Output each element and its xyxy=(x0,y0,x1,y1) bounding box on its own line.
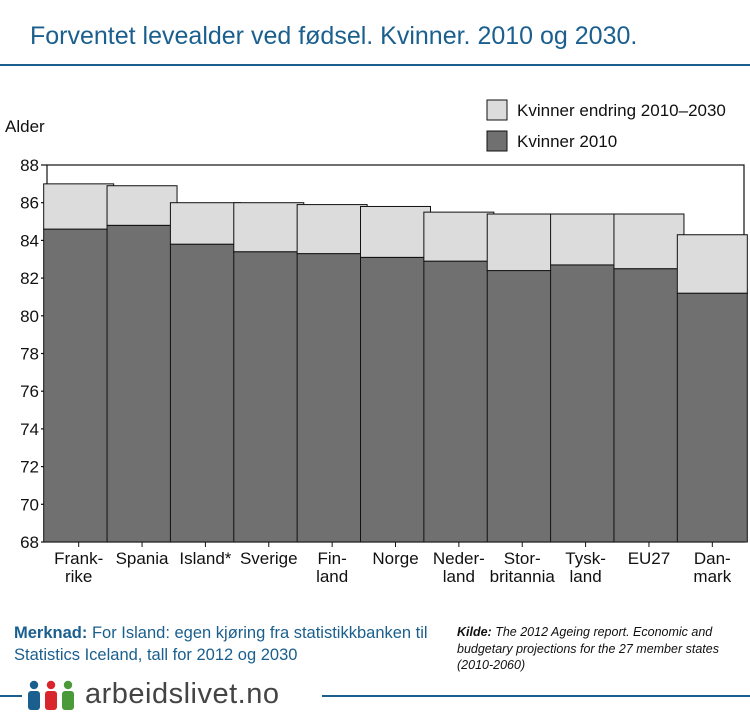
bar-kvinner-2010 xyxy=(296,253,368,543)
bar-kvinner-2010 xyxy=(550,264,622,543)
footer-rule-right xyxy=(322,695,750,697)
y-tick-label: 80 xyxy=(20,307,39,326)
people-logo-icon xyxy=(28,680,74,710)
x-tick-label: Fin- xyxy=(317,549,346,568)
y-tick-label: 82 xyxy=(20,269,39,288)
y-tick-label: 72 xyxy=(20,458,39,477)
note-text: For Island: egen kjøring fra statistikkb… xyxy=(14,624,428,664)
y-tick-label: 74 xyxy=(20,420,39,439)
bar-kvinner-2010 xyxy=(423,260,495,543)
note: Merknad: For Island: egen kjøring fra st… xyxy=(14,622,444,666)
x-tick-label: land xyxy=(570,567,602,586)
x-tick-label: Tysk- xyxy=(565,549,606,568)
page-title: Forventet levealder ved fødsel. Kvinner.… xyxy=(30,22,638,50)
footer-rule-left xyxy=(0,695,22,697)
bar-kvinner-endring xyxy=(676,234,748,294)
source-label: Kilde: xyxy=(457,625,492,639)
bar-kvinner-2010 xyxy=(43,228,115,543)
header-rule xyxy=(0,64,750,66)
bar-kvinner-2010 xyxy=(676,292,748,543)
bar-kvinner-endring xyxy=(613,213,685,270)
source-text: The 2012 Ageing report. Economic and bud… xyxy=(457,625,719,672)
bar-kvinner-2010 xyxy=(233,251,305,543)
bar-kvinner-endring xyxy=(486,213,558,272)
person-body xyxy=(62,691,74,710)
bar-kvinner-endring xyxy=(169,202,241,245)
x-tick-label: Spania xyxy=(116,549,169,568)
bar-kvinner-2010 xyxy=(613,268,685,543)
legend-swatch xyxy=(486,130,508,152)
y-tick-label: 70 xyxy=(20,495,39,514)
y-tick-label: 76 xyxy=(20,382,39,401)
y-tick-label: 88 xyxy=(20,156,39,175)
header: Forventet levealder ved fødsel. Kvinner.… xyxy=(0,0,750,66)
x-tick-label: Neder- xyxy=(433,549,485,568)
bar-kvinner-endring xyxy=(296,204,368,255)
x-tick-label: Stor- xyxy=(504,549,541,568)
x-tick-label: land xyxy=(443,567,475,586)
bar-kvinner-endring xyxy=(233,202,305,253)
person-body xyxy=(28,691,40,710)
person-body xyxy=(45,691,57,710)
person-head xyxy=(46,680,56,690)
y-tick-label: 84 xyxy=(20,231,39,250)
person-head xyxy=(29,680,39,690)
x-tick-label: Dan- xyxy=(694,549,731,568)
legend-label: Kvinner endring 2010–2030 xyxy=(517,101,726,120)
bar-kvinner-2010 xyxy=(360,256,431,543)
bar-kvinner-endring xyxy=(550,213,622,266)
person-head xyxy=(63,680,73,690)
bar-kvinner-2010 xyxy=(486,270,558,543)
source: Kilde: The 2012 Ageing report. Economic … xyxy=(457,624,747,674)
x-tick-label: britannia xyxy=(490,567,556,586)
bar-chart: Alder 68 70 72 74 76 78 80 82 84 86 88 Frank-rike Spa… xyxy=(0,90,750,590)
bar-kvinner-endring xyxy=(43,183,115,230)
bar-kvinner-2010 xyxy=(106,224,178,543)
x-tick-label: Norge xyxy=(372,549,418,568)
x-tick-label: mark xyxy=(693,567,731,586)
x-tick-label: EU27 xyxy=(628,549,671,568)
footer: arbeidslivet.no xyxy=(0,678,750,713)
bar-kvinner-endring xyxy=(360,205,431,258)
bar-kvinner-endring xyxy=(423,211,495,262)
bar-kvinner-2010 xyxy=(169,243,241,543)
x-tick-label: rike xyxy=(65,567,92,586)
bar-kvinner-endring xyxy=(106,185,178,226)
x-tick-label: Frank- xyxy=(54,549,103,568)
x-tick-label: land xyxy=(316,567,348,586)
logo-text[interactable]: arbeidslivet.no xyxy=(85,678,280,710)
legend-label: Kvinner 2010 xyxy=(517,132,617,151)
x-tick-label: Island* xyxy=(179,549,231,568)
note-label: Merknad: xyxy=(14,624,88,642)
legend-swatch xyxy=(486,99,508,121)
chart-svg: Alder 68 70 72 74 76 78 80 82 84 86 88 Frank-rike Spa… xyxy=(5,99,748,586)
y-tick-label: 78 xyxy=(20,345,39,364)
y-tick-label: 86 xyxy=(20,194,39,213)
y-axis-label: Alder xyxy=(5,117,45,136)
y-tick-label: 68 xyxy=(20,533,39,552)
x-tick-label: Sverige xyxy=(240,549,298,568)
